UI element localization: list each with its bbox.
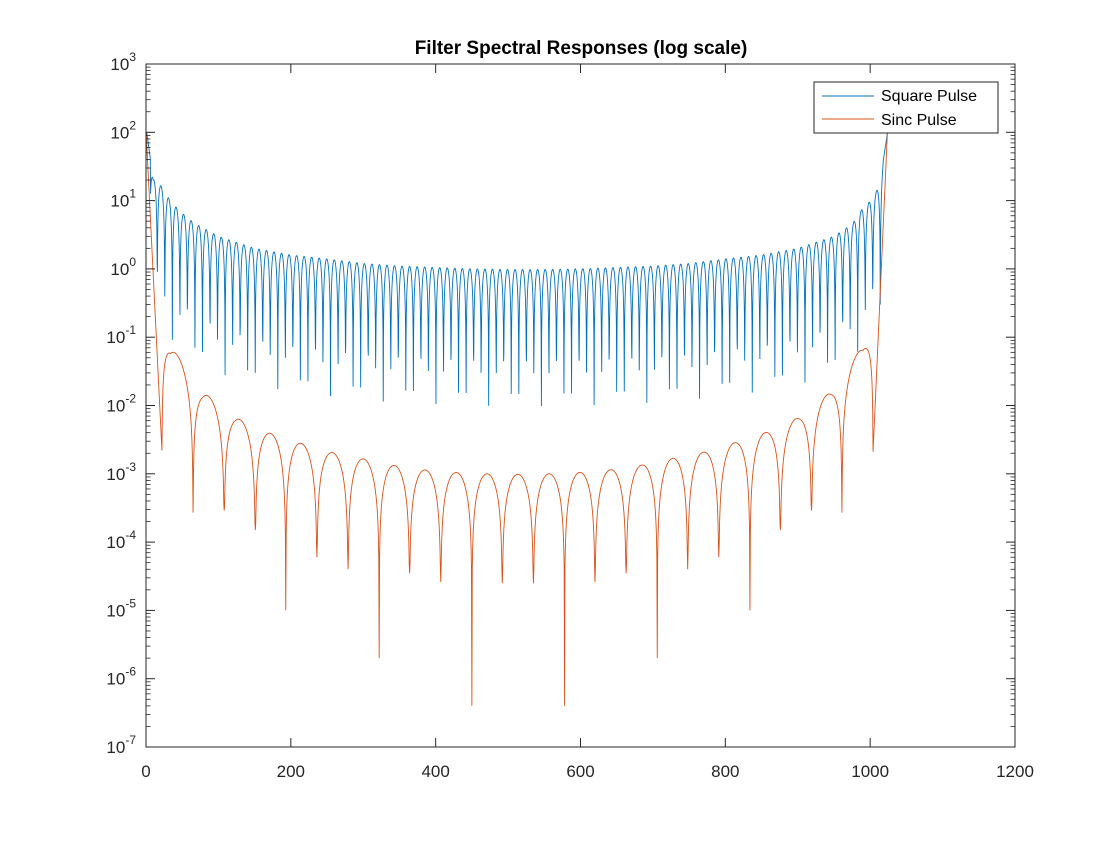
y-tick-label: 102	[110, 118, 136, 142]
plot-area: 0 200 400 600 800 1000 1200 10-710-610-510-410…	[106, 50, 1034, 781]
y-axis: 10-7 10-6 10-5 10-4 10-3 10-2 10-1 100 101 102 103	[106, 50, 1015, 757]
y-tick-label: 10-5	[106, 596, 136, 620]
series-layer	[145, 129, 888, 706]
y-tick-label: 10-6	[106, 665, 136, 689]
x-tick-label: 1200	[996, 762, 1034, 781]
legend-label-square-pulse: Square Pulse	[881, 88, 977, 105]
legend-box	[813, 81, 999, 134]
legend[interactable]: Square Pulse Sinc Pulse	[813, 81, 999, 134]
x-tick-label: 800	[711, 762, 739, 781]
y-tick-label: 101	[110, 187, 136, 211]
x-tick-label: 600	[566, 762, 594, 781]
legend-label-sinc-pulse: Sinc Pulse	[881, 112, 957, 129]
y-tick-label: 10-4	[106, 528, 136, 552]
y-tick-label: 10-3	[106, 460, 136, 484]
y-tick-label: 10-2	[106, 392, 136, 416]
axes-background	[146, 64, 1015, 747]
x-axis: 0 200 400 600 800 1000 1200	[141, 64, 1034, 781]
x-tick-label: 400	[421, 762, 449, 781]
x-tick-label: 200	[277, 762, 305, 781]
x-tick-label: 1000	[851, 762, 889, 781]
chart-title: Filter Spectral Responses (log scale)	[415, 38, 748, 59]
y-tick-label: 10-1	[106, 323, 136, 347]
y-tick-label: 103	[110, 50, 136, 74]
series-line-sinc-pulse	[145, 129, 888, 706]
y-tick-label: 10-7	[106, 733, 136, 757]
series-line-square-pulse	[146, 131, 888, 407]
y-tick-label: 100	[110, 255, 136, 279]
x-tick-label: 0	[141, 762, 150, 781]
